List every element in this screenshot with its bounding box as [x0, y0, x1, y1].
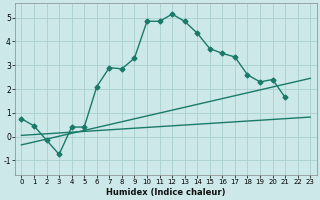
X-axis label: Humidex (Indice chaleur): Humidex (Indice chaleur): [106, 188, 226, 197]
